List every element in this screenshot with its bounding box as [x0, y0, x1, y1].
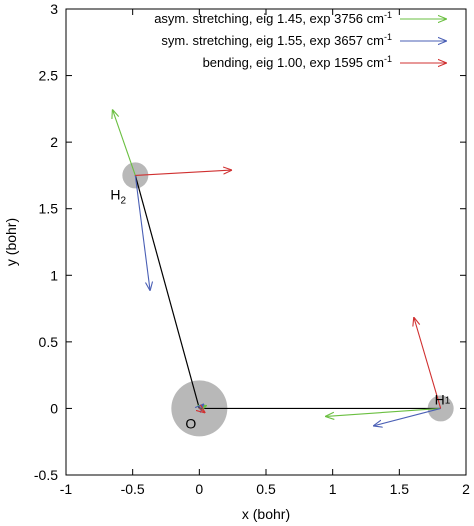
legend-entry: sym. stretching, eig 1.55, exp 3657 cm-1	[161, 32, 446, 48]
x-tick-label: -0.5	[121, 481, 145, 497]
legend-label: asym. stretching, eig 1.45, exp 3756 cm-…	[154, 10, 392, 26]
vector-asym	[113, 110, 136, 176]
atom-label-h2: H2	[110, 186, 126, 206]
atoms	[122, 162, 454, 437]
bonds	[134, 175, 441, 410]
x-tick-label: 2	[462, 481, 470, 497]
y-axis-label: y (bohr)	[3, 218, 19, 266]
axis-ticks: -1 -0.5 0 0.5 1 1.5 2-0.500.511.522.53	[34, 1, 470, 497]
y-tick-label: 1	[50, 267, 58, 283]
x-tick-label: 1	[329, 481, 337, 497]
plot-frame	[65, 8, 467, 476]
y-tick-label: 2	[50, 134, 58, 150]
x-tick-label: 0	[195, 481, 203, 497]
y-tick-label: 0	[50, 400, 58, 416]
legend: asym. stretching, eig 1.45, exp 3756 cm-…	[154, 10, 446, 70]
x-tick-label: 0.5	[256, 481, 276, 497]
bond	[134, 175, 200, 409]
legend-entry: asym. stretching, eig 1.45, exp 3756 cm-…	[154, 10, 446, 26]
legend-entry: bending, eig 1.00, exp 1595 cm-1	[203, 54, 446, 70]
vector-bend	[199, 408, 204, 412]
y-tick-label: -0.5	[34, 467, 58, 483]
vector-bend	[135, 170, 231, 176]
legend-label: bending, eig 1.00, exp 1595 cm-1	[203, 54, 392, 70]
vector-bend	[414, 318, 442, 409]
atom-label-h1: H1	[435, 391, 451, 407]
y-tick-label: 2.5	[39, 68, 59, 84]
displacement-vectors	[113, 110, 442, 426]
x-tick-label: -1	[60, 481, 73, 497]
vector-sym	[134, 175, 150, 290]
y-tick-label: 3	[50, 1, 58, 17]
x-tick-label: 1.5	[390, 481, 410, 497]
x-axis-label: x (bohr)	[242, 506, 290, 522]
legend-label: sym. stretching, eig 1.55, exp 3657 cm-1	[161, 32, 392, 48]
vector-asym	[326, 407, 441, 416]
y-tick-label: 1.5	[39, 201, 59, 217]
vector-sym	[374, 407, 441, 425]
y-tick-label: 0.5	[39, 334, 59, 350]
atom-label-o: O	[185, 415, 196, 431]
